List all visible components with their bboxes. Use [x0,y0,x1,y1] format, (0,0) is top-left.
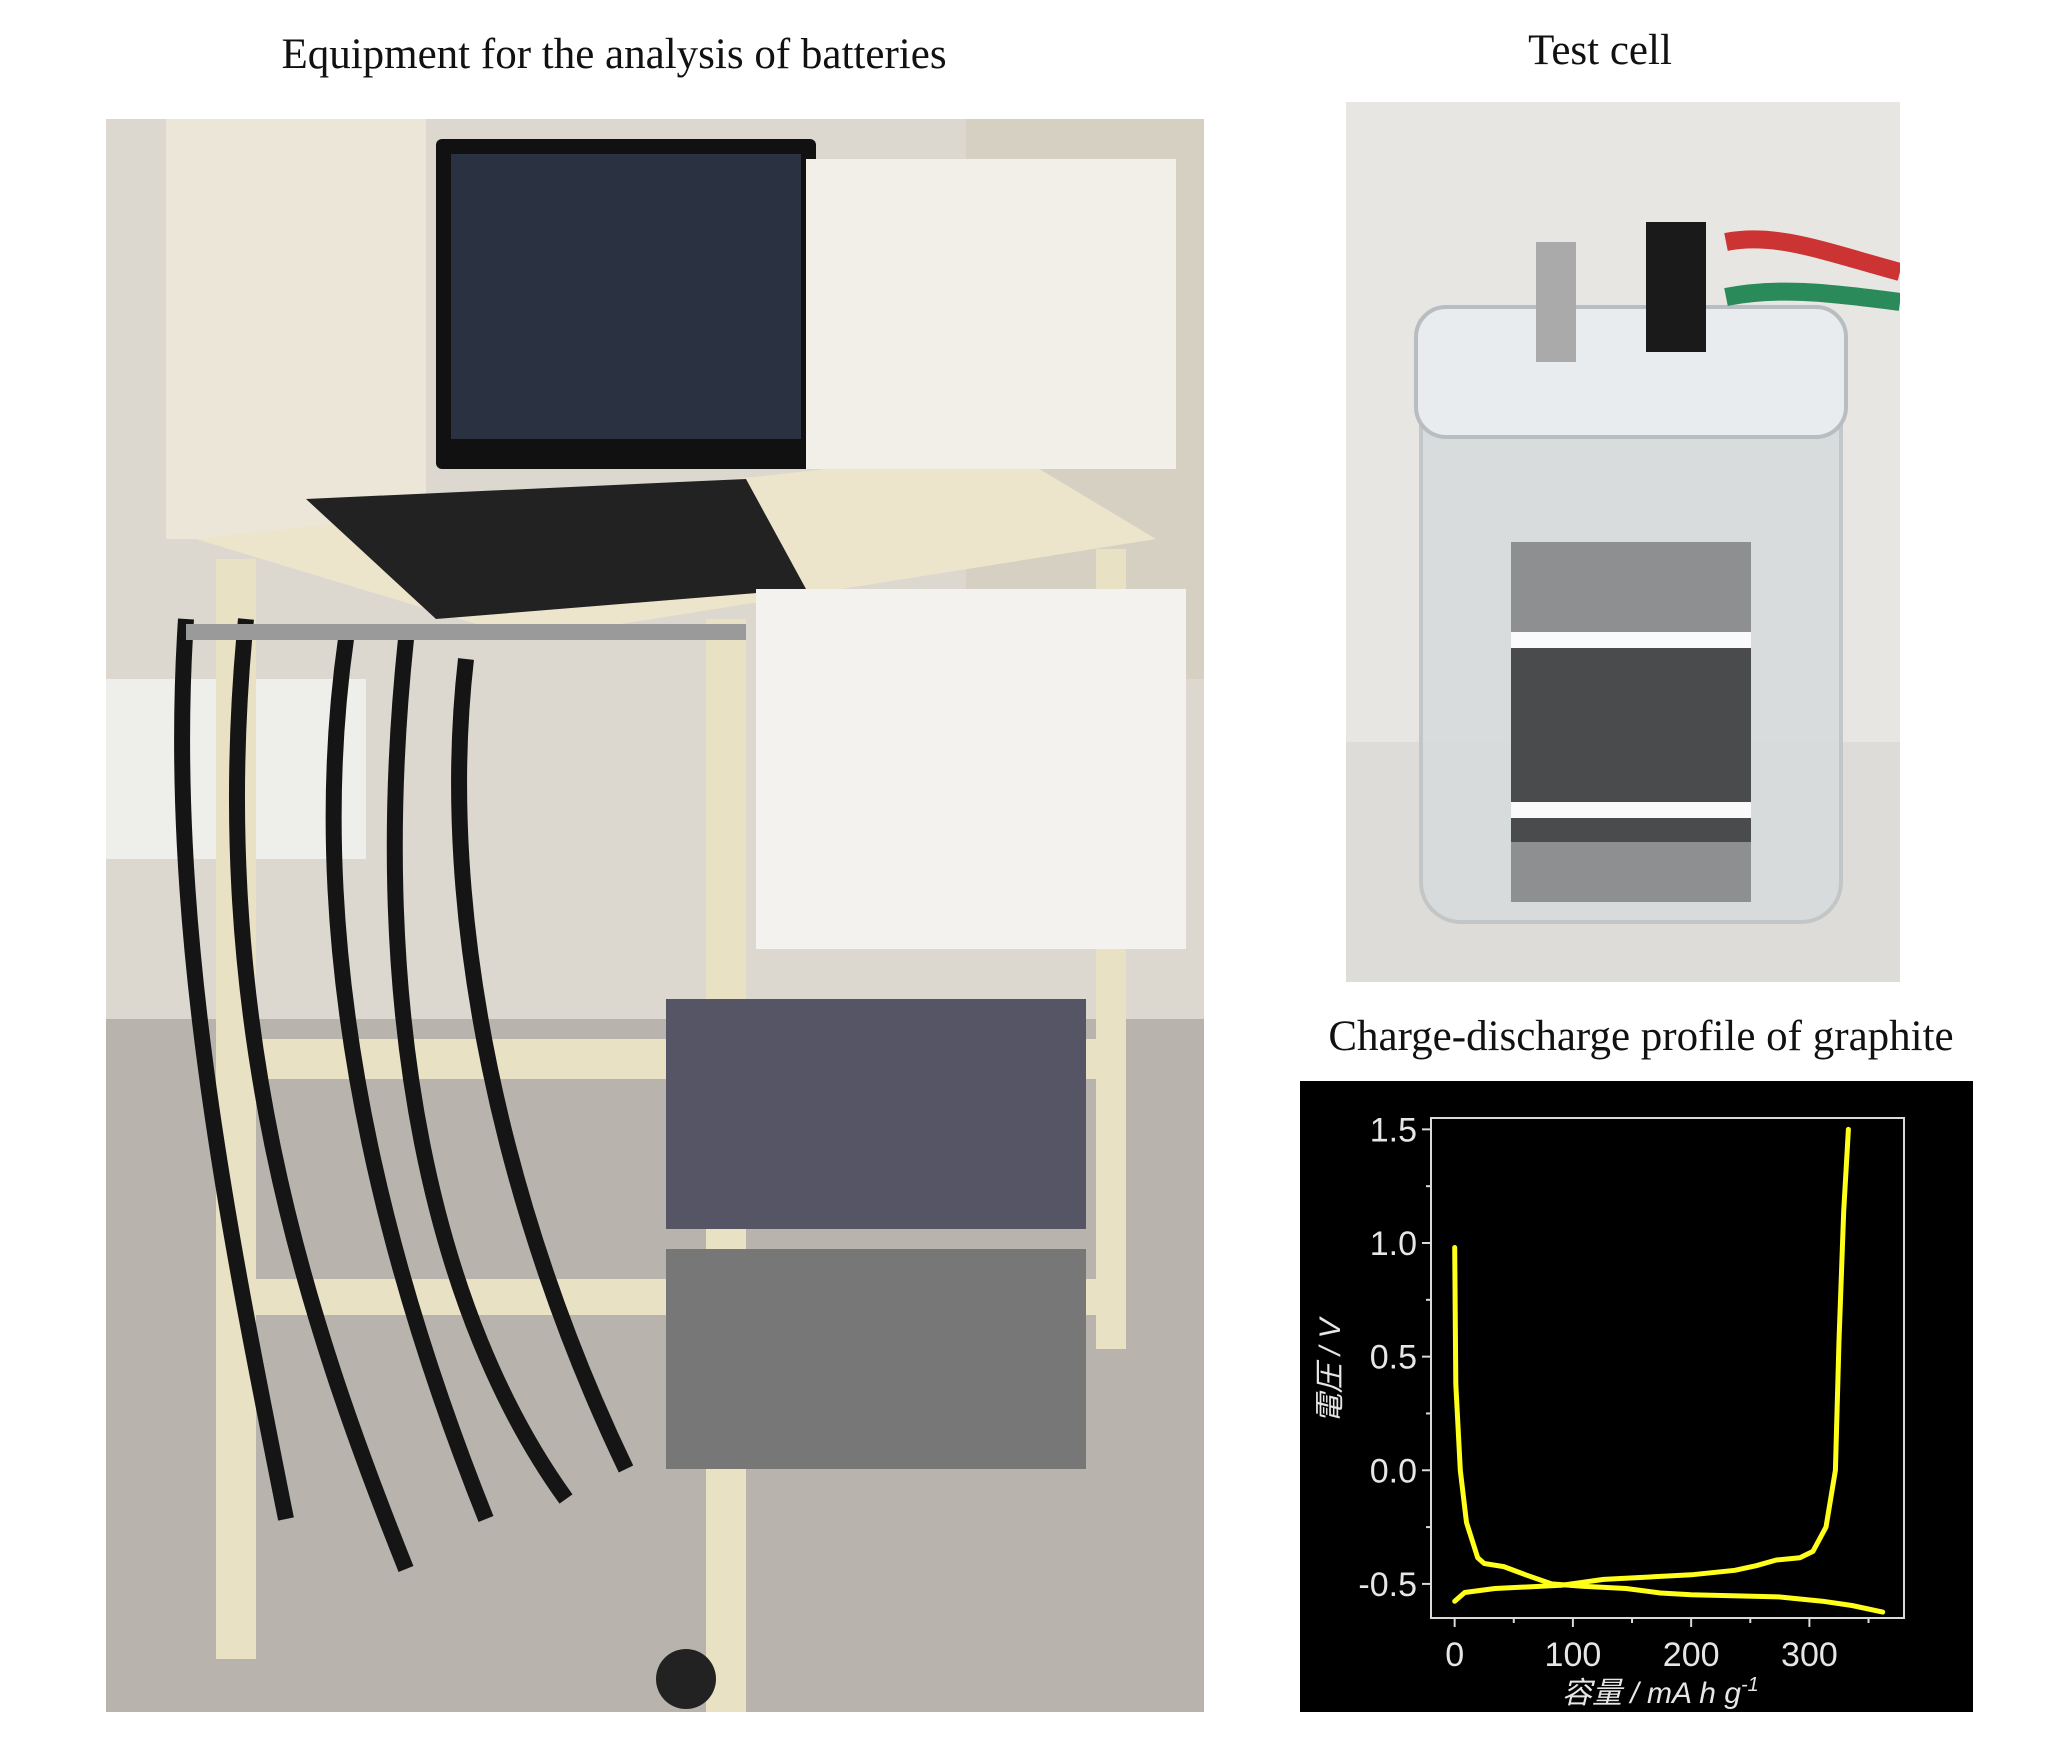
y-tick-label: 0.5 [1370,1339,1417,1377]
x-tick-label: 300 [1781,1636,1838,1674]
y-axis-label: 電圧 / V [1314,1316,1347,1424]
equipment-title: Equipment for the analysis of batteries [281,31,947,78]
test-cell-photo [1346,102,1900,982]
y-tick-label: 0.0 [1370,1452,1417,1490]
y-tick-label: 1.5 [1370,1111,1417,1149]
x-tick-label: 200 [1663,1636,1720,1674]
y-tick-label: 1.0 [1370,1225,1417,1263]
plot-frame [1430,1117,1905,1619]
chart-title: Charge-discharge profile of graphite [1328,1013,1954,1060]
discharge-curve [1452,1245,1886,1615]
equipment-illustration [106,119,1204,1712]
charge-discharge-chart: 0 100 200 300 -0.5 0.0 0.5 1.0 1.5 容量 / mA h g-1… [1300,1081,1973,1712]
x-tick-label: 0 [1445,1636,1464,1674]
chart-svg: 0 100 200 300 -0.5 0.0 0.5 1.0 1.5 容量 / mA h g-1… [1314,1111,1905,1710]
x-tick-label: 100 [1545,1636,1602,1674]
test-cell-title: Test cell [1528,27,1672,74]
charge-curve [1452,1126,1851,1604]
equipment-photo [106,119,1204,1712]
test-cell-illustration [1346,222,1900,982]
y-tick-label: -0.5 [1358,1566,1417,1604]
x-axis-label: 容量 / mA h g-1 [1562,1674,1759,1710]
